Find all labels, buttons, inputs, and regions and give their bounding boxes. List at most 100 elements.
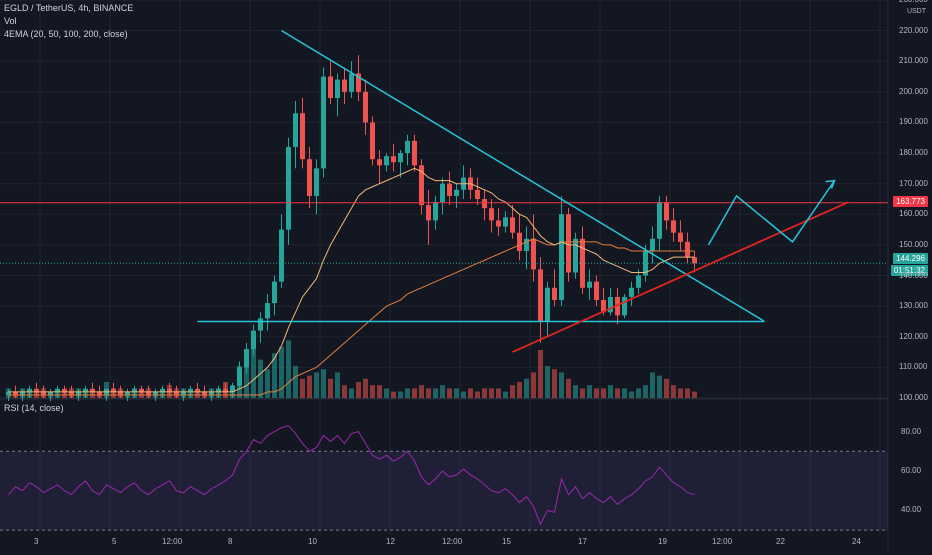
forecast-path bbox=[707, 180, 836, 246]
volume-bar bbox=[601, 388, 606, 398]
candle-body bbox=[454, 189, 459, 196]
volume-bar bbox=[426, 388, 431, 398]
volume-legend[interactable]: Vol bbox=[4, 16, 17, 26]
candle-body bbox=[216, 388, 221, 392]
volume-bar bbox=[580, 388, 585, 398]
price-tick-label: 220.000 bbox=[899, 25, 928, 35]
rsi-legend[interactable]: RSI (14, close) bbox=[4, 403, 64, 413]
candle-body bbox=[629, 287, 634, 297]
ema-50-line bbox=[8, 238, 695, 396]
candle-body bbox=[405, 140, 410, 154]
volume-bar bbox=[510, 385, 515, 398]
candle-body bbox=[482, 199, 487, 209]
volume-bar bbox=[657, 375, 662, 398]
volume-bar bbox=[384, 388, 389, 398]
time-tick-label: 3 bbox=[34, 537, 39, 546]
volume-bar bbox=[363, 378, 368, 398]
candle-body bbox=[657, 202, 662, 239]
time-tick-label: 8 bbox=[228, 537, 233, 546]
candle-body bbox=[195, 388, 200, 392]
ema-20-line bbox=[8, 167, 695, 393]
volume-bar bbox=[517, 382, 522, 398]
candle-body bbox=[139, 388, 144, 392]
volume-bar bbox=[440, 385, 445, 398]
candle-body bbox=[370, 122, 375, 160]
time-tick-label: 15 bbox=[502, 537, 511, 546]
volume-bar bbox=[678, 388, 683, 398]
volume-bar bbox=[608, 385, 613, 398]
candle-body bbox=[223, 388, 228, 392]
resistance-price-tag: 163.773 bbox=[893, 196, 928, 207]
volume-bar bbox=[489, 388, 494, 398]
rsi-tick-label: 80.00 bbox=[901, 426, 922, 436]
candle-body bbox=[496, 220, 501, 227]
volume-bar bbox=[300, 378, 305, 398]
volume-bar bbox=[664, 378, 669, 398]
candle-body bbox=[594, 281, 599, 301]
candle-body bbox=[251, 330, 256, 350]
candle-body bbox=[153, 391, 158, 395]
candle-body bbox=[503, 217, 508, 227]
candle-body bbox=[419, 165, 424, 206]
candle-body bbox=[160, 388, 165, 392]
price-tick-label: 160.000 bbox=[899, 209, 928, 219]
symbol-legend[interactable]: EGLD / TetherUS, 4h, BINANCE bbox=[4, 3, 134, 13]
time-tick-label: 12:00 bbox=[712, 537, 733, 546]
candle-body bbox=[202, 391, 207, 395]
candle-body bbox=[433, 202, 438, 221]
time-tick-label: 17 bbox=[578, 537, 587, 546]
candle-body bbox=[447, 183, 452, 196]
candle-body bbox=[517, 232, 522, 252]
currency-unit: USDT bbox=[906, 8, 926, 15]
candle-body bbox=[377, 159, 382, 166]
time-tick-label: 24 bbox=[852, 537, 861, 546]
volume-bar bbox=[321, 369, 326, 398]
rsi-line bbox=[8, 425, 695, 526]
volume-bar bbox=[531, 372, 536, 398]
candle-body bbox=[258, 318, 263, 331]
ema-legend[interactable]: 4EMA (20, 50, 100, 200, close) bbox=[4, 29, 128, 39]
candle-body bbox=[34, 388, 39, 392]
candle-body bbox=[510, 217, 515, 233]
price-tick-label: 150.000 bbox=[899, 239, 928, 249]
volume-bar bbox=[587, 385, 592, 398]
price-tick-label: 190.000 bbox=[899, 117, 928, 127]
candle-body bbox=[48, 391, 53, 395]
time-tick-label: 19 bbox=[658, 537, 667, 546]
price-tick-label: 230.000 bbox=[899, 0, 928, 4]
bar-countdown: 01:51:32 bbox=[890, 265, 928, 276]
candle-body bbox=[90, 388, 95, 392]
candle-body bbox=[524, 238, 529, 252]
volume-bar bbox=[629, 391, 634, 398]
volume-bar bbox=[692, 391, 697, 398]
candle-body bbox=[426, 205, 431, 221]
candle-body bbox=[293, 113, 298, 147]
candle-body bbox=[111, 388, 116, 392]
volume-bar bbox=[671, 385, 676, 398]
volume-bar bbox=[615, 388, 620, 398]
rsi-tick-label: 60.00 bbox=[901, 466, 922, 475]
candle-body bbox=[265, 303, 270, 319]
volume-bar bbox=[272, 353, 277, 398]
candle-body bbox=[125, 391, 130, 395]
candle-body bbox=[209, 391, 214, 395]
volume-bar bbox=[258, 359, 263, 398]
candle-body bbox=[531, 238, 536, 270]
volume-bar bbox=[335, 372, 340, 398]
volume-bar bbox=[559, 372, 564, 398]
volume-bar bbox=[503, 391, 508, 398]
candle-body bbox=[566, 214, 571, 273]
volume-bar bbox=[573, 385, 578, 398]
candle-body bbox=[356, 73, 361, 92]
candle-body bbox=[650, 238, 655, 252]
candle-body bbox=[349, 73, 354, 92]
volume-bar bbox=[412, 388, 417, 398]
volume-bar bbox=[356, 382, 361, 398]
time-tick-label: 12:00 bbox=[442, 537, 463, 546]
candle-body bbox=[279, 229, 284, 282]
candle-body bbox=[335, 79, 340, 98]
volume-bar bbox=[545, 366, 550, 398]
price-tick-label: 140.000 bbox=[899, 270, 928, 280]
